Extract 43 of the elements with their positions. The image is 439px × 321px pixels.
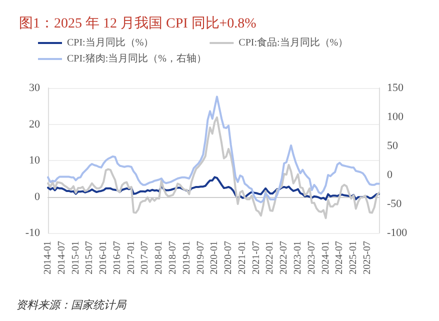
x-tick-label: 2025-07 xyxy=(362,241,373,274)
line-series xyxy=(47,116,380,220)
x-tick-label: 2019-07 xyxy=(195,241,206,274)
x-tick-label: 2020-07 xyxy=(223,241,234,274)
x-tick-label: 2024-07 xyxy=(334,241,346,274)
y-tick-label: 30 xyxy=(29,82,40,94)
y2-tick-label: 50 xyxy=(387,140,398,152)
x-tick-label: 2023-01 xyxy=(292,241,304,274)
line-series xyxy=(47,176,380,201)
y-tick-label: 10 xyxy=(29,154,40,166)
x-tick-label: 2022-07 xyxy=(278,241,290,274)
text: 资料来源：国家统计局 xyxy=(16,298,127,312)
y-tick-label: 20 xyxy=(29,118,40,130)
x-tick-label: 2023-07 xyxy=(306,241,318,274)
x-tick-label: 2019-01 xyxy=(181,241,192,274)
x-tick-label: 2020-01 xyxy=(209,241,220,274)
y2-tick-label: 0 xyxy=(387,169,393,181)
y-tick-label: -10 xyxy=(25,227,40,239)
x-tick-label: 2025-01 xyxy=(348,241,360,274)
x-tick-label: 2014-07 xyxy=(56,241,68,274)
x-tick-label: 2022-01 xyxy=(264,241,276,274)
x-tick-label: 2015-07 xyxy=(84,241,96,274)
x-tick-label: 2014-01 xyxy=(42,241,54,274)
y2-tick-label: 150 xyxy=(387,82,404,94)
legend-label: CPI:猪肉:当月同比（%，右轴） xyxy=(67,52,256,64)
x-tick-label: 2024-01 xyxy=(320,241,332,274)
x-tick-label: 2017-07 xyxy=(140,241,151,274)
chart-title: 图1：2025 年 12 月我国 CPI 同比+0.8% xyxy=(19,16,257,32)
legend-label: CPI:当月同比（%） xyxy=(67,36,204,48)
x-tick-label: 2016-01 xyxy=(98,241,110,274)
x-tick-label: 2016-07 xyxy=(112,241,123,274)
y-tick-label: 0 xyxy=(34,190,40,203)
x-tick-label: 2021-07 xyxy=(250,241,262,274)
y2-tick-label: 100 xyxy=(387,111,404,123)
x-tick-label: 2015-01 xyxy=(70,241,82,274)
x-tick-label: 2021-01 xyxy=(236,241,248,274)
legend-label: CPI:食品:当月同比（%） xyxy=(238,36,398,48)
y2-tick-label: -50 xyxy=(387,198,402,210)
x-tick-label: 2018-07 xyxy=(167,241,178,274)
x-tick-label: 2017-01 xyxy=(126,241,137,274)
x-tick-label: 2018-01 xyxy=(154,241,165,274)
y2-tick-label: -100 xyxy=(387,227,408,239)
line-series xyxy=(47,96,380,204)
